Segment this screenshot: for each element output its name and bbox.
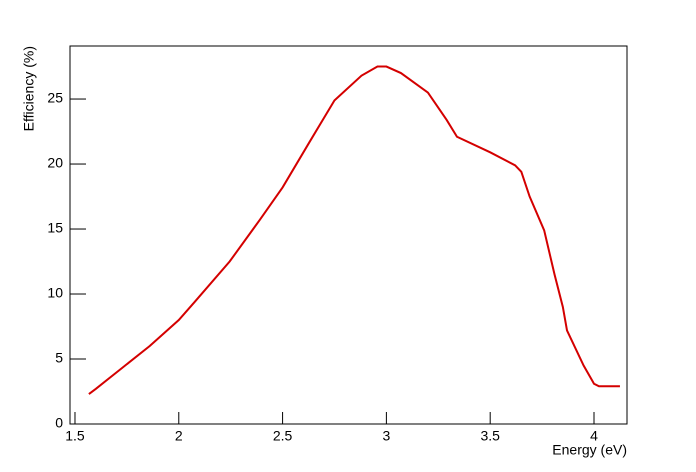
- y-tick-label: 10: [47, 285, 63, 301]
- x-axis-label: Energy (eV): [552, 442, 627, 458]
- y-tick-label: 25: [47, 90, 63, 106]
- y-tick-label: 0: [55, 415, 63, 431]
- y-axis-label: Efficiency (%): [21, 46, 37, 131]
- data-line: [88, 65, 620, 395]
- x-tick-label: 3: [382, 428, 390, 444]
- x-tick-label: 2.5: [273, 428, 293, 444]
- x-tick-label: 4: [590, 428, 598, 444]
- plot-frame: [69, 45, 628, 425]
- x-tick-label: 2: [175, 428, 183, 444]
- x-tick-label: 3.5: [480, 428, 500, 444]
- y-tick-label: 15: [47, 220, 63, 236]
- y-tick-label: 5: [55, 350, 63, 366]
- x-tick-label: 1.5: [65, 428, 85, 444]
- y-tick-label: 20: [47, 155, 63, 171]
